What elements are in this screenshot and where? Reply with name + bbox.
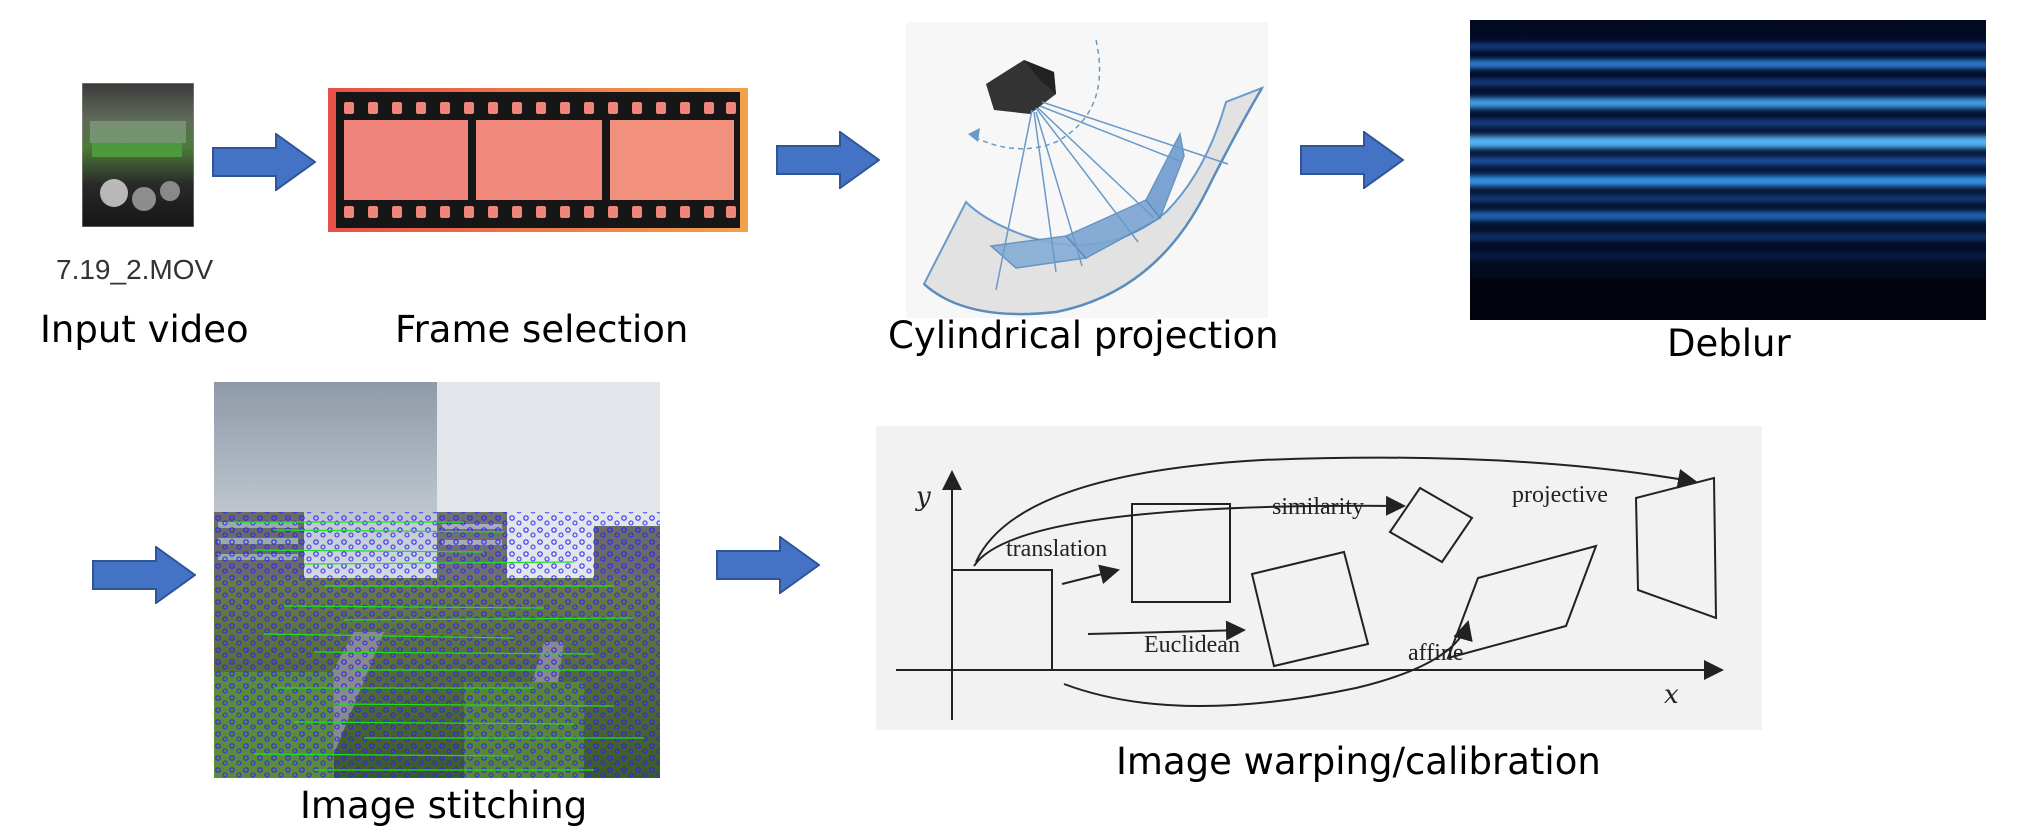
input-video-filename: 7.19_2.MOV bbox=[56, 254, 214, 285]
frame-selection-label: Frame selection bbox=[395, 308, 689, 351]
euclidean-label: Euclidean bbox=[1144, 632, 1240, 658]
cylindrical-projection-label: Cylindrical projection bbox=[888, 314, 1279, 357]
image-warping-label: Image warping/calibration bbox=[1116, 740, 1601, 783]
affine-label: affine bbox=[1408, 640, 1464, 666]
input-video-label: Input video bbox=[40, 308, 249, 351]
x-axis-label: x bbox=[1664, 680, 1679, 710]
arrow-right-icon bbox=[1300, 131, 1404, 189]
image-warping-diagram: y x translation similarity projective Eu… bbox=[876, 426, 1762, 730]
image-stitching-photo bbox=[214, 382, 660, 778]
y-axis-label: y bbox=[916, 482, 931, 512]
projective-label: projective bbox=[1512, 482, 1608, 508]
deblur-image bbox=[1470, 20, 1986, 320]
deblur-label: Deblur bbox=[1667, 322, 1791, 365]
image-stitching-label: Image stitching bbox=[300, 784, 588, 827]
translation-label: translation bbox=[1006, 536, 1108, 562]
arrow-right-icon bbox=[716, 536, 820, 594]
arrow-right-icon bbox=[212, 133, 316, 191]
input-video-thumbnail bbox=[82, 83, 194, 227]
similarity-label: similarity bbox=[1272, 494, 1364, 520]
arrow-right-icon bbox=[776, 131, 880, 189]
cylindrical-projection-illustration bbox=[906, 22, 1268, 318]
arrow-right-icon bbox=[92, 546, 196, 604]
film-strip bbox=[328, 88, 748, 232]
